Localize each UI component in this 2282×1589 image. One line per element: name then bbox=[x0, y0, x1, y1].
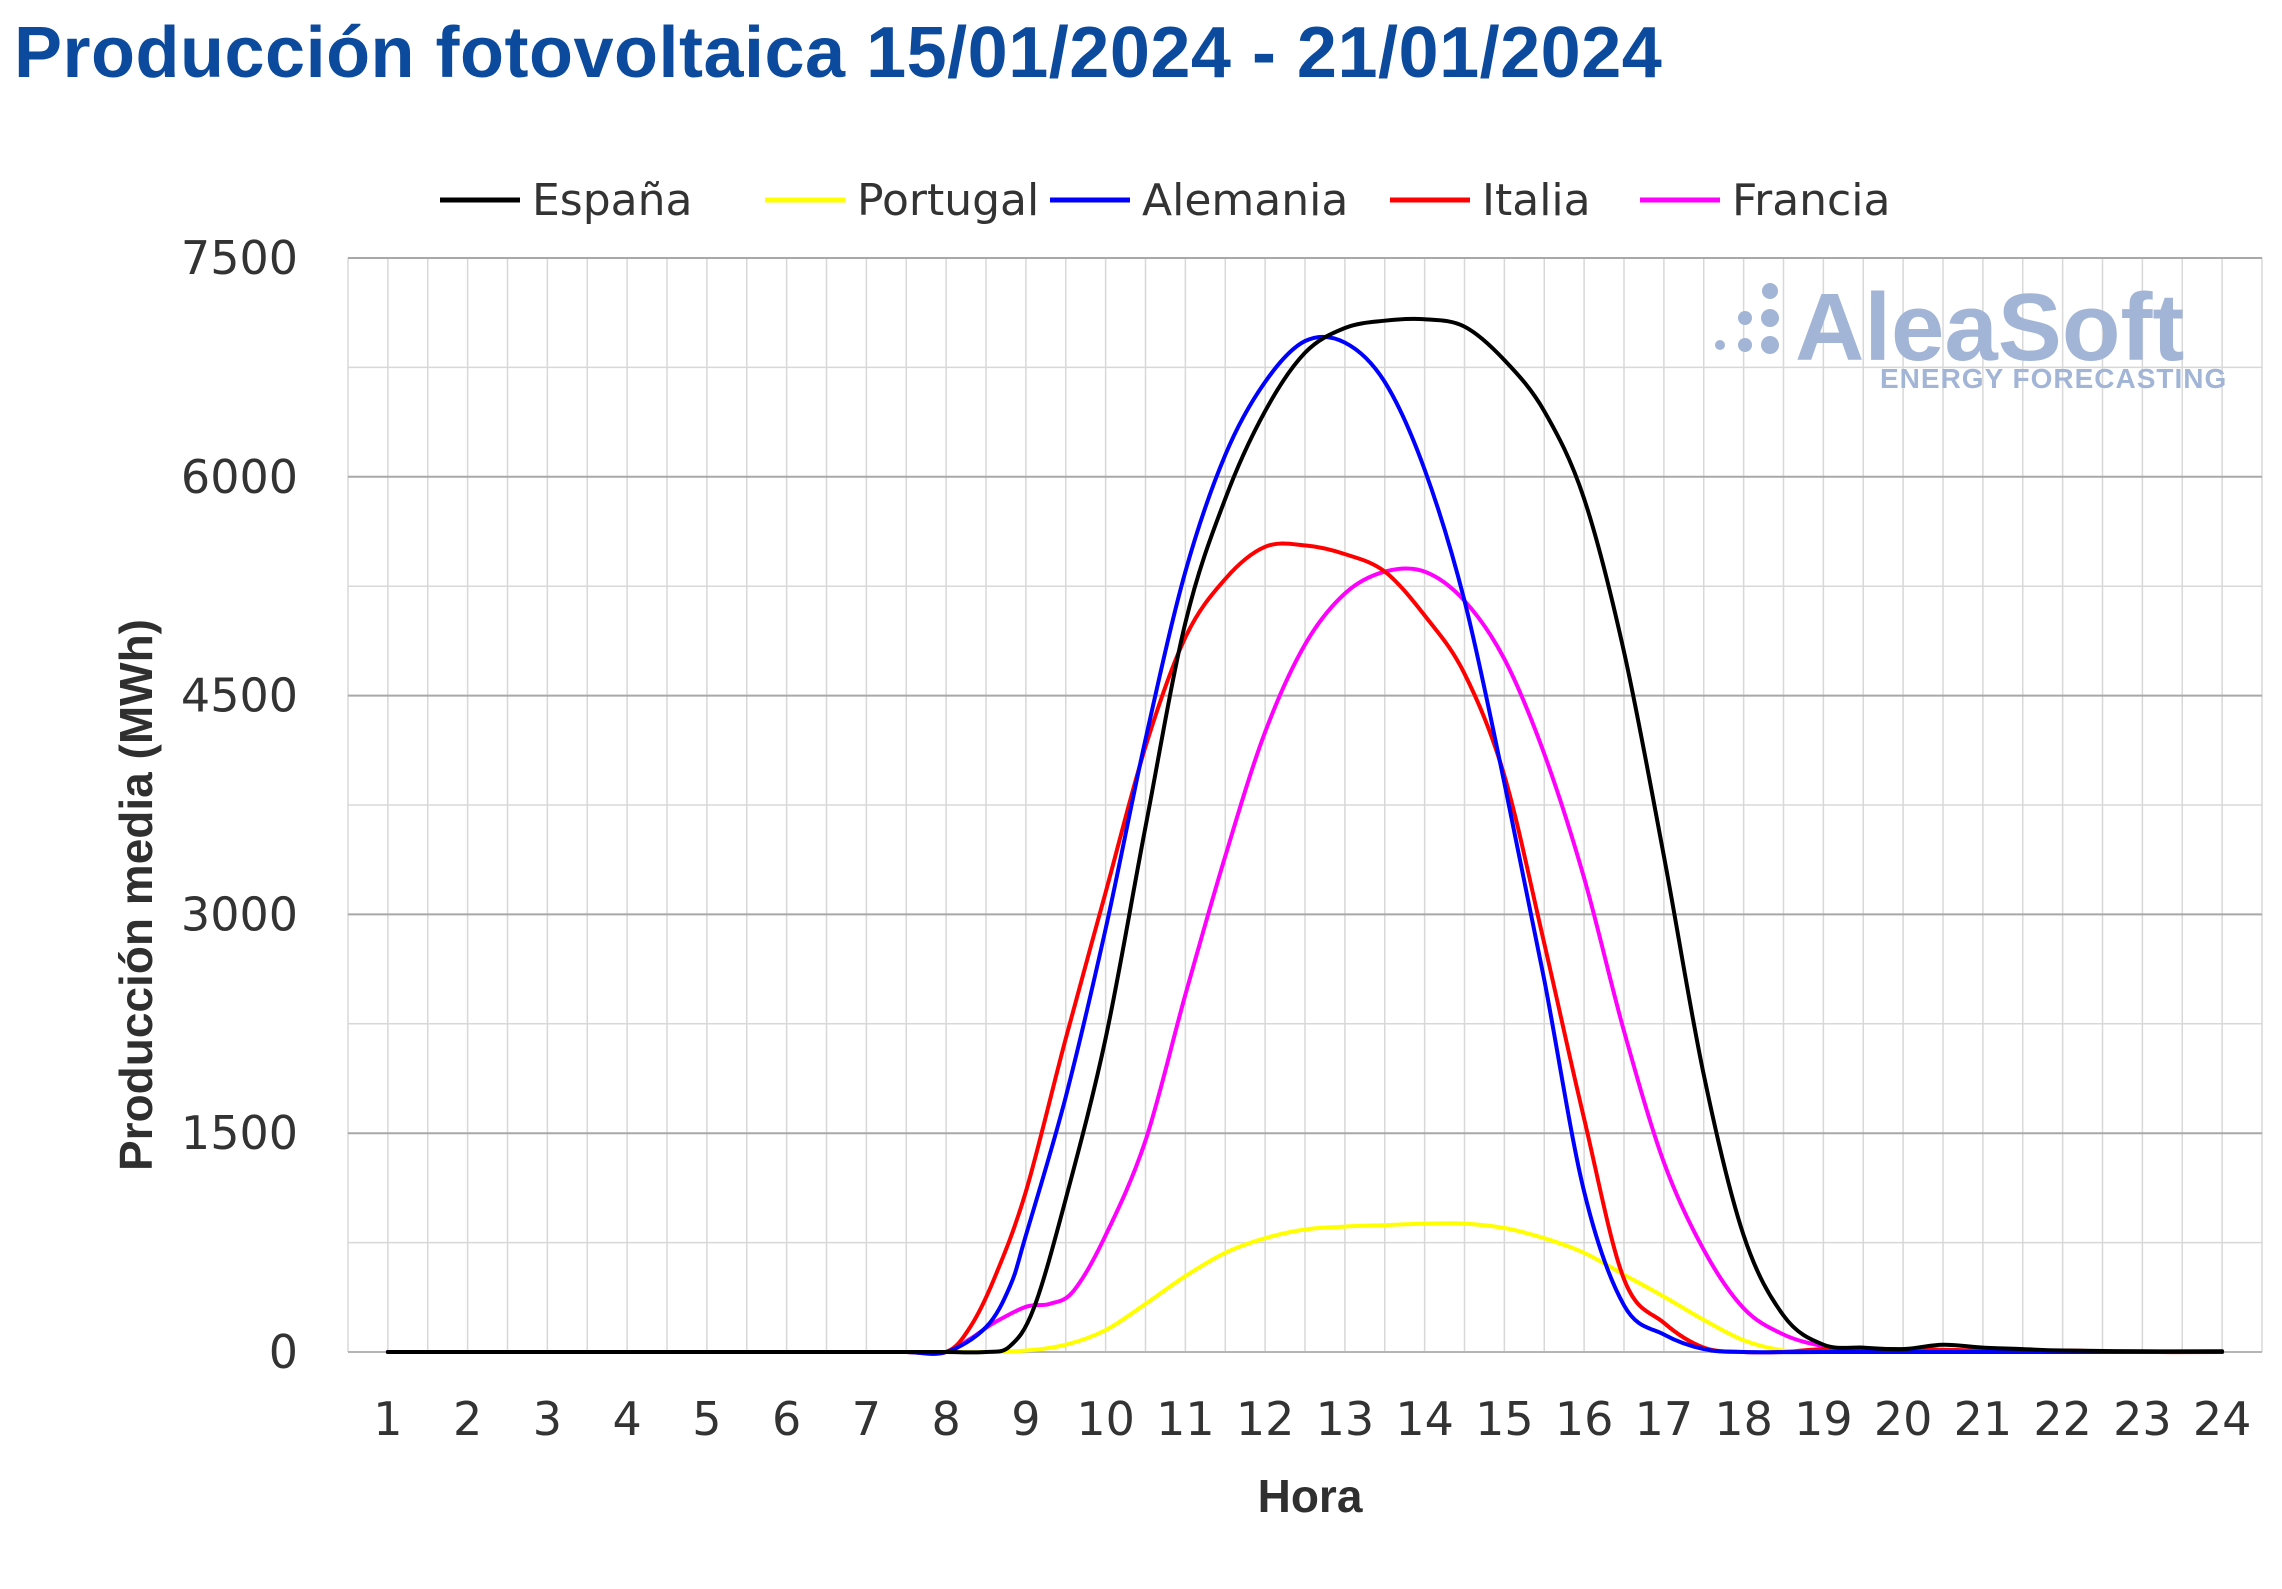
legend-label: Alemania bbox=[1142, 175, 1348, 226]
x-tick-label: 21 bbox=[1954, 1392, 2013, 1446]
y-axis-title: Producción media (MWh) bbox=[110, 619, 162, 1171]
watermark-dot bbox=[1738, 338, 1752, 352]
watermark-dots-icon bbox=[1715, 283, 1779, 354]
x-tick-label: 2 bbox=[453, 1392, 482, 1446]
chart-title: Producción fotovoltaica 15/01/2024 - 21/… bbox=[14, 13, 1663, 93]
x-tick-label: 24 bbox=[2193, 1392, 2252, 1446]
legend-label: Italia bbox=[1482, 175, 1591, 226]
x-tick-label: 18 bbox=[1714, 1392, 1773, 1446]
watermark-dot bbox=[1738, 311, 1752, 325]
x-tick-label: 15 bbox=[1475, 1392, 1534, 1446]
watermark-name: AleaSoft bbox=[1795, 274, 2184, 381]
watermark: AleaSoft ENERGY FORECASTING bbox=[1715, 274, 2227, 394]
x-tick-label: 3 bbox=[533, 1392, 562, 1446]
y-tick-label: 1500 bbox=[181, 1106, 298, 1160]
x-tick-label: 6 bbox=[772, 1392, 801, 1446]
x-tick-label: 4 bbox=[612, 1392, 641, 1446]
x-tick-label: 14 bbox=[1395, 1392, 1454, 1446]
watermark-dot bbox=[1761, 336, 1779, 354]
grid-minor bbox=[347, 258, 2263, 1352]
series-line-espana bbox=[385, 316, 2225, 1355]
y-tick-label: 4500 bbox=[181, 669, 298, 723]
x-tick-label: 12 bbox=[1236, 1392, 1295, 1446]
x-tick-label: 10 bbox=[1076, 1392, 1135, 1446]
y-tick-label: 6000 bbox=[181, 450, 298, 504]
x-tick-label: 20 bbox=[1874, 1392, 1933, 1446]
x-tick-label: 23 bbox=[2113, 1392, 2172, 1446]
legend-label: Francia bbox=[1732, 175, 1890, 226]
x-axis-title: Hora bbox=[1258, 1470, 1363, 1522]
x-tick-label: 9 bbox=[1011, 1392, 1040, 1446]
y-tick-label: 0 bbox=[269, 1325, 298, 1379]
x-tick-label: 11 bbox=[1156, 1392, 1215, 1446]
legend-label: España bbox=[532, 175, 692, 226]
x-tick-label: 22 bbox=[2033, 1392, 2092, 1446]
legend-label: Portugal bbox=[857, 175, 1039, 226]
x-tick-label: 19 bbox=[1794, 1392, 1853, 1446]
y-axis-ticks: 0 1500 3000 4500 6000 7500 bbox=[181, 231, 298, 1379]
watermark-tagline: ENERGY FORECASTING bbox=[1880, 363, 2227, 394]
x-tick-label: 16 bbox=[1555, 1392, 1614, 1446]
x-axis-ticks: 1 2 3 4 5 6 7 8 9 10 11 12 13 14 15 16 17 18 19 20 21 22 23 24 bbox=[373, 1392, 2251, 1446]
x-tick-label: 1 bbox=[373, 1392, 402, 1446]
x-tick-label: 7 bbox=[852, 1392, 881, 1446]
x-tick-label: 13 bbox=[1316, 1392, 1375, 1446]
series-lines bbox=[385, 316, 2225, 1356]
watermark-dot bbox=[1762, 283, 1778, 299]
watermark-dot bbox=[1715, 340, 1725, 350]
x-tick-label: 17 bbox=[1635, 1392, 1694, 1446]
x-tick-label: 8 bbox=[931, 1392, 960, 1446]
legend: España Portugal Alemania Italia Francia bbox=[440, 175, 1890, 226]
x-tick-label: 5 bbox=[692, 1392, 721, 1446]
watermark-dot bbox=[1761, 309, 1779, 327]
y-tick-label: 7500 bbox=[181, 231, 298, 285]
grid-major bbox=[348, 257, 2262, 1353]
y-tick-label: 3000 bbox=[181, 887, 298, 941]
